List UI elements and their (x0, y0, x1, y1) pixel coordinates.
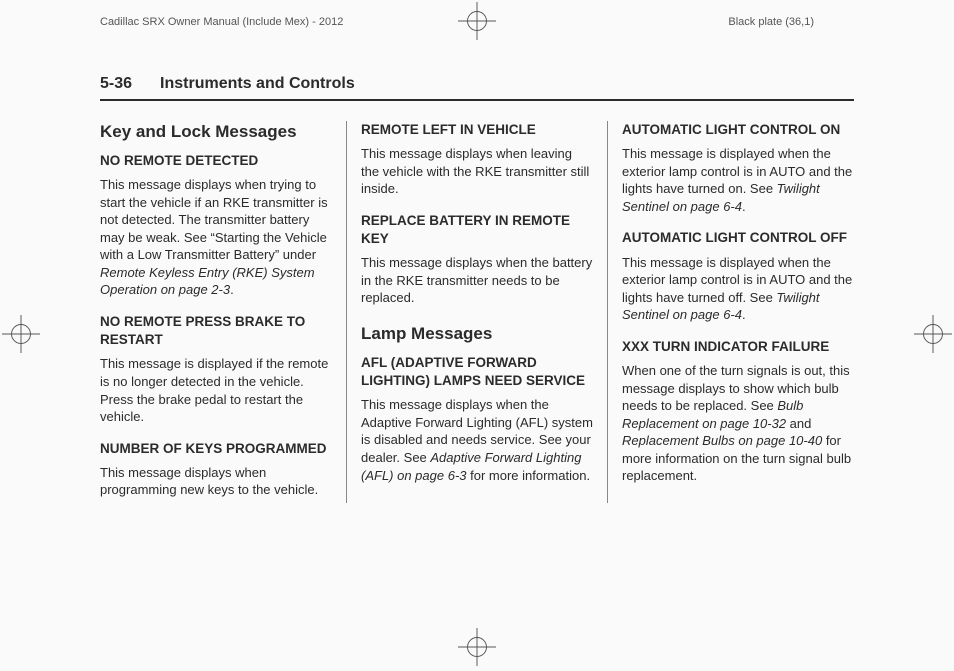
message-heading: AUTOMATIC LIGHT CONTROL ON (622, 121, 854, 139)
page-header: 5-36 Instruments and Controls (100, 75, 854, 101)
text: . (742, 307, 746, 322)
message-heading: XXX TURN INDICATOR FAILURE (622, 338, 854, 356)
manual-title: Cadillac SRX Owner Manual (Include Mex) … (100, 16, 343, 28)
message-heading: REPLACE BATTERY IN REMOTE KEY (361, 212, 593, 248)
message-body: This message is displayed when the exter… (622, 254, 854, 324)
registration-mark-icon (458, 2, 496, 40)
message-heading: AFL (ADAPTIVE FORWARD LIGHTING) LAMPS NE… (361, 354, 593, 390)
section-heading: Lamp Messages (361, 323, 593, 346)
cross-ref: Remote Keyless Entry (RKE) System Operat… (100, 265, 315, 298)
registration-mark-icon (458, 628, 496, 666)
chapter-title: Instruments and Controls (160, 75, 355, 93)
plate-info: Black plate (36,1) (728, 16, 814, 28)
message-heading: AUTOMATIC LIGHT CONTROL OFF (622, 229, 854, 247)
message-heading: NO REMOTE DETECTED (100, 152, 332, 170)
message-body: This message is displayed if the remote … (100, 355, 332, 425)
registration-mark-icon (2, 315, 40, 353)
message-heading: REMOTE LEFT IN VEHICLE (361, 121, 593, 139)
message-body: This message displays when the Adaptive … (361, 396, 593, 484)
message-body: This message displays when leaving the v… (361, 145, 593, 198)
message-body: When one of the turn signals is out, thi… (622, 362, 854, 485)
text: When one of the turn signals is out, thi… (622, 363, 850, 413)
column-2: REMOTE LEFT IN VEHICLE This message disp… (346, 121, 607, 503)
message-body: This message is displayed when the exter… (622, 145, 854, 215)
message-body: This message displays when the battery i… (361, 254, 593, 307)
text: This message displays when trying to sta… (100, 177, 328, 262)
page-content: 5-36 Instruments and Controls Key and Lo… (100, 75, 854, 503)
content-columns: Key and Lock Messages NO REMOTE DETECTED… (100, 121, 854, 503)
message-heading: NO REMOTE PRESS BRAKE TO RESTART (100, 313, 332, 349)
column-3: AUTOMATIC LIGHT CONTROL ON This message … (607, 121, 854, 503)
section-heading: Key and Lock Messages (100, 121, 332, 144)
text: and (786, 416, 811, 431)
cross-ref: Replacement Bulbs on page 10-40 (622, 433, 822, 448)
text: . (230, 282, 234, 297)
page-number: 5-36 (100, 75, 132, 93)
message-heading: NUMBER OF KEYS PROGRAMMED (100, 440, 332, 458)
message-body: This message displays when programming n… (100, 464, 332, 499)
column-1: Key and Lock Messages NO REMOTE DETECTED… (100, 121, 346, 503)
message-body: This message displays when trying to sta… (100, 176, 332, 299)
text: . (742, 199, 746, 214)
text: for more information. (467, 468, 591, 483)
registration-mark-icon (914, 315, 952, 353)
